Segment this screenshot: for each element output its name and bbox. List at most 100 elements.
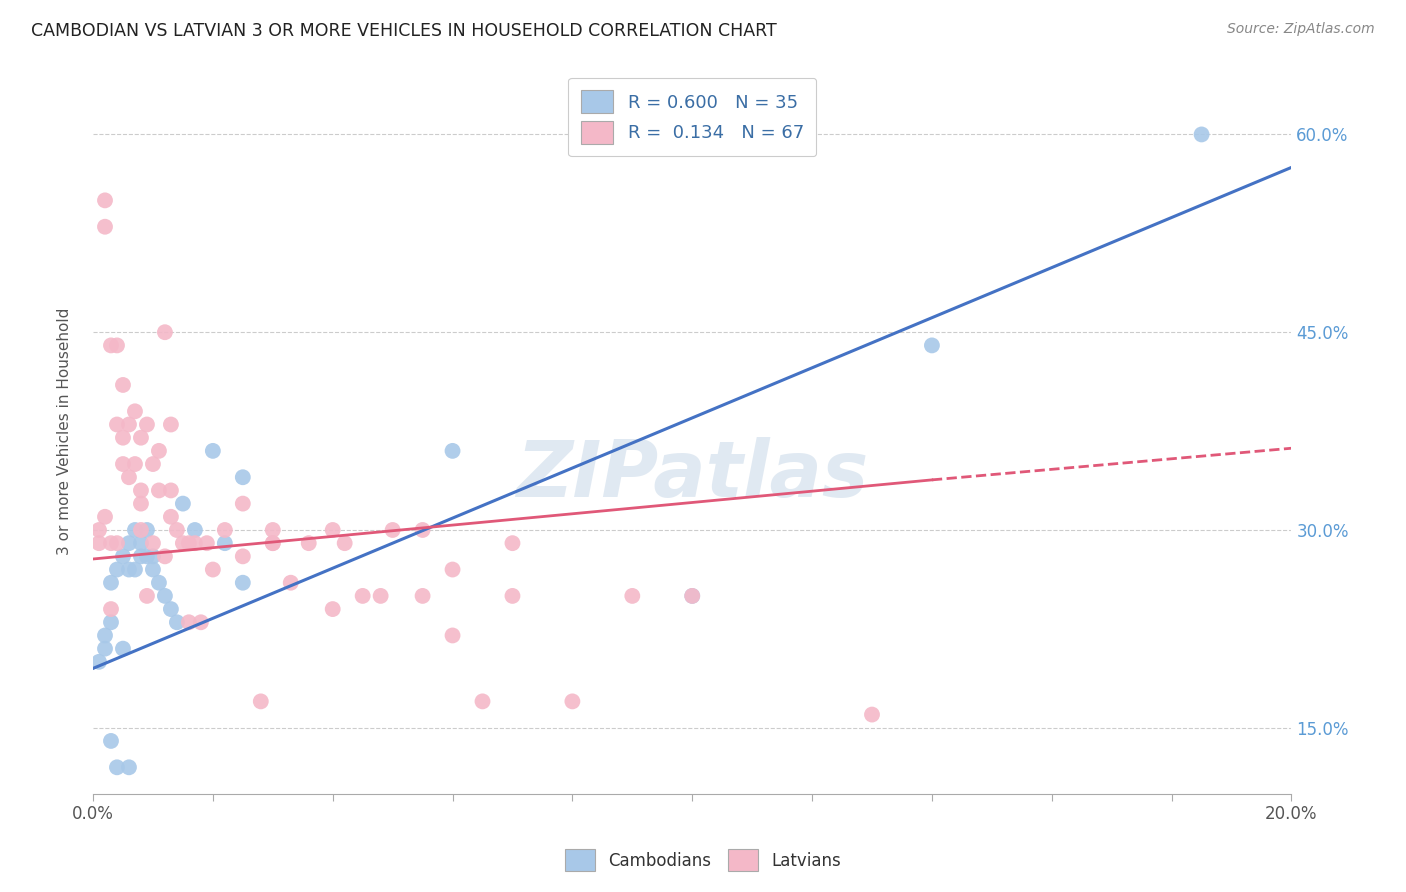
Point <box>195 536 218 550</box>
Point <box>621 589 644 603</box>
Point <box>148 443 170 458</box>
Point <box>280 575 302 590</box>
Point <box>105 760 128 774</box>
Text: ZIPatlas: ZIPatlas <box>516 436 869 513</box>
Point <box>262 536 284 550</box>
Point <box>100 338 122 352</box>
Y-axis label: 3 or more Vehicles in Household: 3 or more Vehicles in Household <box>58 308 72 555</box>
Point <box>381 523 404 537</box>
Point <box>94 194 117 208</box>
Point <box>201 443 224 458</box>
Point <box>124 523 146 537</box>
Point <box>160 602 183 616</box>
Point <box>129 549 152 564</box>
Point <box>142 562 165 576</box>
Point <box>501 536 523 550</box>
Point <box>322 602 344 616</box>
Point <box>129 483 152 498</box>
Point <box>118 760 141 774</box>
Point <box>124 457 146 471</box>
Point <box>184 536 207 550</box>
Point <box>333 536 356 550</box>
Point <box>172 536 194 550</box>
Point <box>153 325 176 339</box>
Point <box>232 497 254 511</box>
Point <box>111 431 134 445</box>
Point <box>100 575 122 590</box>
Point <box>262 523 284 537</box>
Point <box>441 562 464 576</box>
Point <box>124 562 146 576</box>
Point <box>100 615 122 630</box>
Point <box>94 509 117 524</box>
Point <box>214 536 236 550</box>
Point <box>412 523 434 537</box>
Point <box>111 641 134 656</box>
Point <box>136 549 159 564</box>
Point <box>160 509 183 524</box>
Point <box>94 628 117 642</box>
Point <box>352 589 374 603</box>
Point <box>153 589 176 603</box>
Point <box>681 589 703 603</box>
Point <box>111 378 134 392</box>
Point <box>111 457 134 471</box>
Legend: Cambodians, Latvians: Cambodians, Latvians <box>557 841 849 880</box>
Point <box>100 536 122 550</box>
Point <box>471 694 494 708</box>
Point <box>129 523 152 537</box>
Point <box>370 589 392 603</box>
Point <box>166 523 188 537</box>
Point <box>105 417 128 432</box>
Point <box>105 536 128 550</box>
Point <box>322 523 344 537</box>
Point <box>160 483 183 498</box>
Point <box>136 417 159 432</box>
Point <box>153 549 176 564</box>
Point <box>87 536 110 550</box>
Point <box>921 338 943 352</box>
Point <box>111 549 134 564</box>
Point <box>160 417 183 432</box>
Point <box>166 615 188 630</box>
Point <box>177 536 200 550</box>
Point <box>142 457 165 471</box>
Point <box>142 549 165 564</box>
Point <box>412 589 434 603</box>
Point <box>136 589 159 603</box>
Point <box>124 404 146 418</box>
Point <box>681 589 703 603</box>
Point <box>118 470 141 484</box>
Point <box>105 562 128 576</box>
Point <box>105 338 128 352</box>
Point <box>501 589 523 603</box>
Point <box>148 483 170 498</box>
Point <box>87 523 110 537</box>
Point <box>100 734 122 748</box>
Point <box>561 694 583 708</box>
Point <box>118 562 141 576</box>
Point <box>118 417 141 432</box>
Point <box>136 523 159 537</box>
Point <box>441 443 464 458</box>
Point <box>298 536 321 550</box>
Text: Source: ZipAtlas.com: Source: ZipAtlas.com <box>1227 22 1375 37</box>
Point <box>232 575 254 590</box>
Point <box>262 536 284 550</box>
Point <box>142 536 165 550</box>
Point <box>172 497 194 511</box>
Point <box>87 655 110 669</box>
Point <box>190 615 212 630</box>
Point <box>201 562 224 576</box>
Point <box>860 707 883 722</box>
Point <box>100 602 122 616</box>
Point <box>148 575 170 590</box>
Legend: R = 0.600   N = 35, R =  0.134   N = 67: R = 0.600 N = 35, R = 0.134 N = 67 <box>568 78 817 156</box>
Point <box>118 536 141 550</box>
Point <box>129 431 152 445</box>
Point <box>177 615 200 630</box>
Point <box>214 523 236 537</box>
Point <box>184 523 207 537</box>
Point <box>94 219 117 234</box>
Point <box>232 549 254 564</box>
